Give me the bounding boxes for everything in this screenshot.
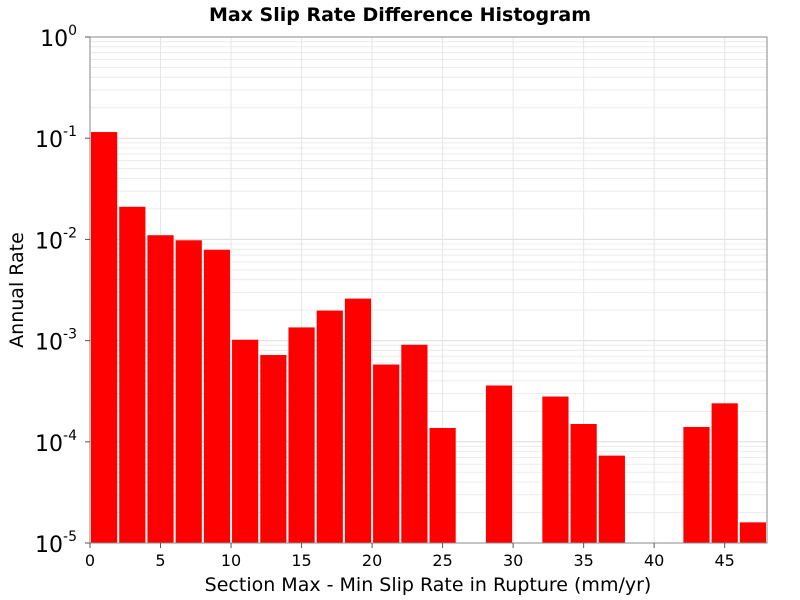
y-tick-label: 10-2 [35,225,77,254]
grid-lines [89,37,767,544]
x-tick-label: 30 [503,551,523,570]
histogram-bar [373,364,400,543]
x-tick-label: 20 [362,551,382,570]
x-tick-label: 40 [644,551,664,570]
y-tick-label: 10-3 [35,327,77,356]
x-tick-label: 35 [573,551,593,570]
y-tick-label: 10-4 [35,428,77,457]
histogram-bar [485,385,513,543]
histogram-bar [598,455,625,543]
histogram-bar [570,423,597,543]
y-tick-label: 10-5 [35,529,77,558]
x-tick-label: 5 [155,551,165,570]
histogram-bar [119,206,146,543]
histogram-bar [401,344,428,543]
x-ticks: 0 5 10 15 20 25 30 35 40 45 [85,543,735,570]
y-tick-label: 10-1 [35,124,77,153]
histogram-bar [429,427,456,543]
y-ticks: 100 10-1 10-2 10-3 10-4 10-5 [35,23,90,558]
chart-title: Max Slip Rate Difference Histogram [209,4,591,26]
bars [91,132,766,544]
y-tick-label: 100 [40,23,77,52]
x-tick-label: 10 [221,551,241,570]
histogram-bar [232,339,259,543]
histogram-bar [683,427,710,543]
histogram-bar [260,355,287,543]
histogram-bar [711,403,738,543]
y-axis-label: Annual Rate [6,232,28,348]
histogram-bar [203,249,231,543]
x-axis-label: Section Max - Min Slip Rate in Rupture (… [205,574,652,596]
plot-frame [89,36,768,544]
histogram-bar [739,522,766,543]
histogram-bar [175,240,202,544]
histogram-bar [147,235,174,543]
histogram-bar [316,310,343,543]
x-tick-label: 0 [85,551,95,570]
histogram-bar [542,396,569,543]
x-tick-label: 25 [432,551,452,570]
x-tick-label: 15 [291,551,311,570]
histogram-bar [344,298,372,543]
x-tick-label: 45 [715,551,735,570]
histogram-bar [288,327,315,543]
histogram-bar [91,132,118,543]
